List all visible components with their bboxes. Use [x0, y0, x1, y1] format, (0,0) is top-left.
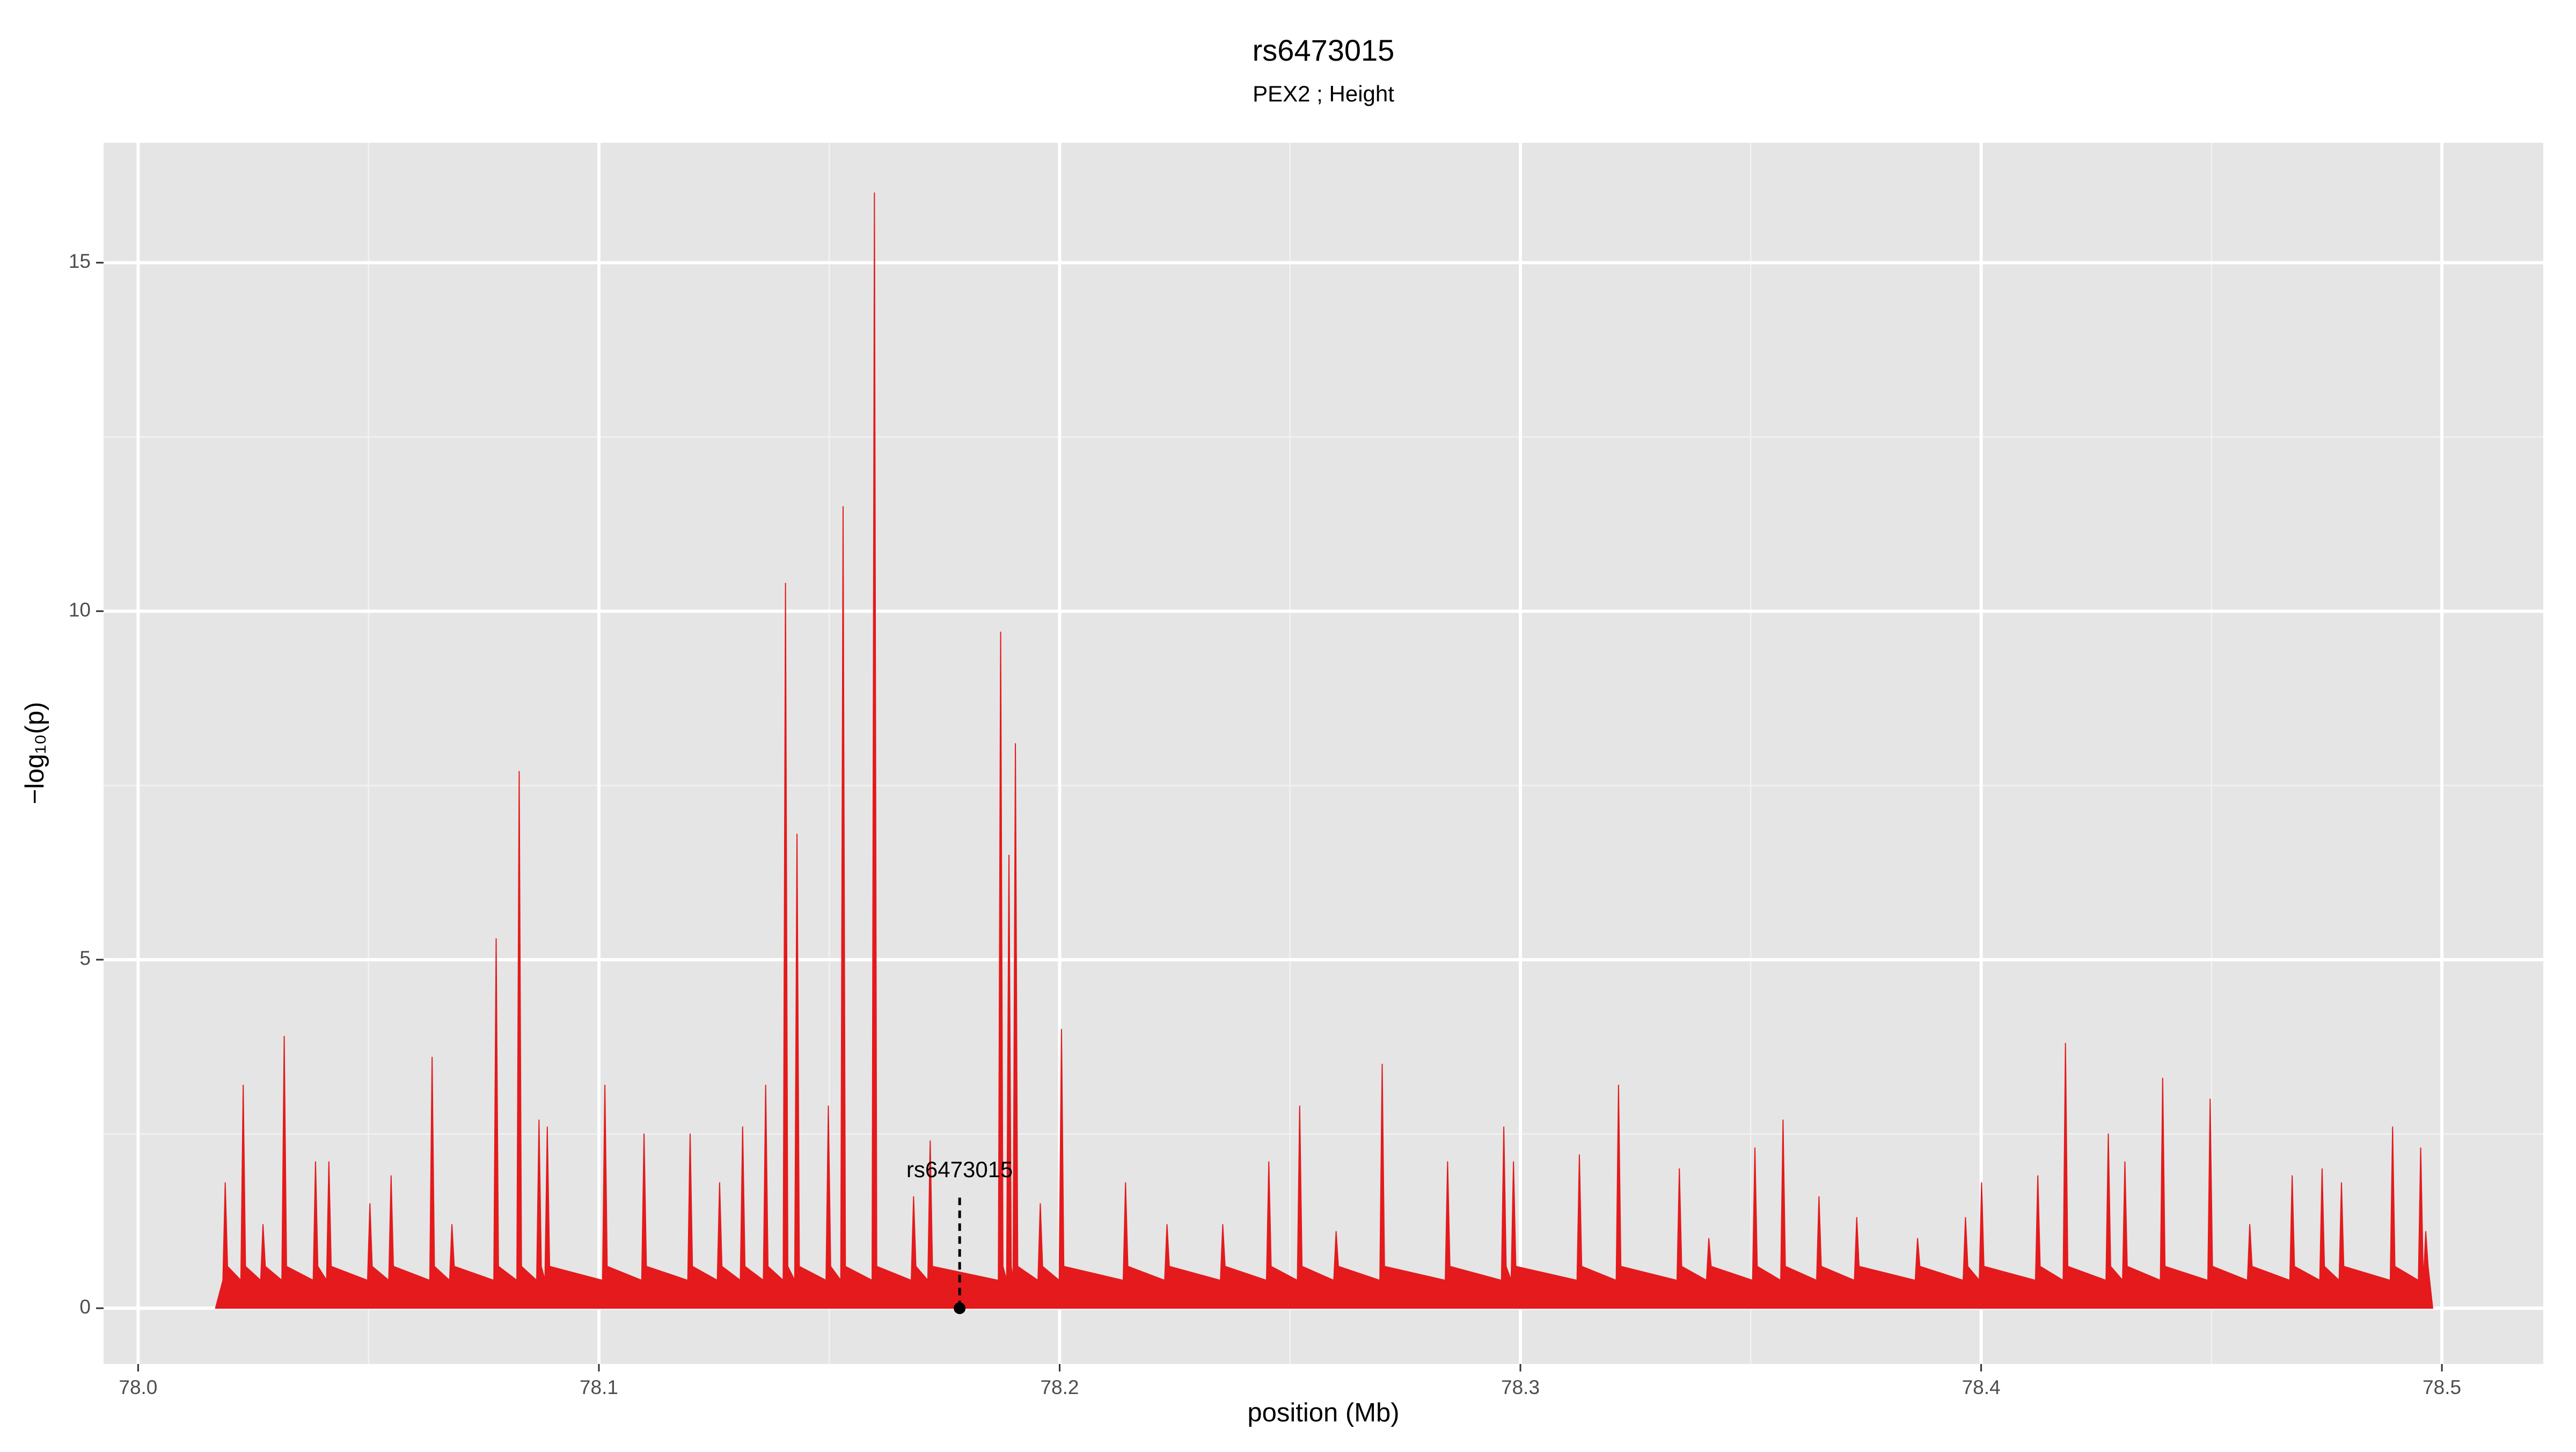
x-tick-label: 78.0 — [119, 1376, 157, 1398]
x-tick-label: 78.1 — [580, 1376, 618, 1398]
x-tick-label: 78.4 — [1962, 1376, 2001, 1398]
y-axis-title: −log₁₀(p) — [20, 702, 49, 805]
x-axis-title: position (Mb) — [1247, 1398, 1399, 1427]
y-tick-label: 10 — [69, 599, 91, 621]
annotation-label: rs6473015 — [906, 1157, 1013, 1182]
x-tick-label: 78.2 — [1040, 1376, 1079, 1398]
chart-title: rs6473015 — [1253, 33, 1395, 67]
area — [215, 192, 2433, 1309]
y-tick-label: 15 — [69, 250, 91, 272]
x-tick-label: 78.5 — [2423, 1376, 2461, 1398]
y-tick-label: 0 — [79, 1296, 91, 1318]
chart-subtitle: PEX2 ; Height — [1253, 81, 1394, 106]
annotation-point — [954, 1302, 966, 1315]
plot-panel — [104, 143, 2543, 1364]
y-tick-label: 5 — [79, 947, 91, 969]
x-tick-label: 78.3 — [1501, 1376, 1540, 1398]
